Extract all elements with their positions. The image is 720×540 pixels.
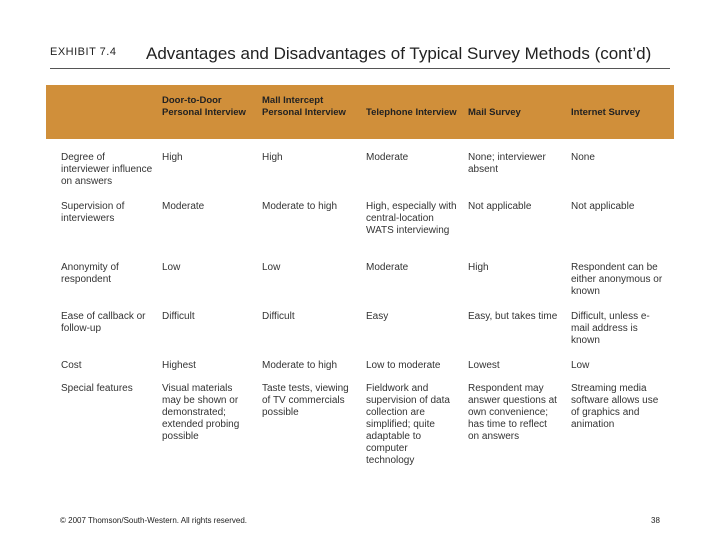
column-header-internet: Internet Survey — [571, 107, 641, 118]
row-label: Ease of callback or follow-up — [61, 311, 146, 334]
table-cell: High — [468, 262, 489, 273]
column-header-mail: Mail Survey — [468, 107, 521, 118]
table-cell: Respondent can be either anonymous or kn… — [571, 262, 663, 297]
table-cell: Respondent may answer questions at own c… — [468, 383, 557, 442]
table-cell: Easy, but takes time — [468, 311, 558, 322]
row-label: Supervision of interviewers — [61, 201, 125, 224]
row-label: Degree of interviewer influence on answe… — [61, 152, 153, 187]
table-cell: Moderate — [366, 262, 409, 273]
column-header-mall-intercept: Mall Intercept Personal Interview — [262, 95, 346, 118]
table-cell: Easy — [366, 311, 389, 322]
row-label: Anonymity of respondent — [61, 262, 119, 285]
row-label: Cost — [61, 360, 82, 371]
table-cell: Lowest — [468, 360, 500, 371]
table-cell: High — [162, 152, 183, 163]
table-cell: Moderate — [366, 152, 409, 163]
table-cell: Highest — [162, 360, 196, 371]
survey-methods-table: Door-to-Door Personal Interview Mall Int… — [46, 85, 674, 466]
row-label: Special features — [61, 383, 133, 394]
table-cell: Low — [162, 262, 181, 273]
table-cell: Moderate — [162, 201, 205, 212]
table-header: Door-to-Door Personal Interview Mall Int… — [46, 85, 674, 139]
table-cell: Streaming media software allows use of g… — [571, 383, 659, 430]
table-cell: Not applicable — [571, 201, 635, 212]
table-cell: Fieldwork and supervision of data collec… — [366, 383, 450, 466]
table-cell: Difficult — [162, 311, 195, 322]
table-cell: Low to moderate — [366, 360, 441, 371]
exhibit-label: EXHIBIT 7.4 — [50, 46, 117, 58]
table-cell: Difficult, unless e-mail address is know… — [571, 311, 650, 346]
table-cell: None — [571, 152, 595, 163]
copyright-footer: © 2007 Thomson/South-Western. All rights… — [60, 516, 248, 525]
title-divider — [50, 68, 670, 69]
table-cell: High, especially with central-location W… — [366, 201, 457, 236]
table-cell: Moderate to high — [262, 201, 338, 212]
table-cell: Low — [571, 360, 590, 371]
table-cell: Taste tests, viewing of TV commercials p… — [262, 383, 349, 418]
table-cell: Not applicable — [468, 201, 532, 212]
table-cell: Low — [262, 262, 281, 273]
page-title: Advantages and Disadvantages of Typical … — [146, 44, 652, 63]
table-cell: Moderate to high — [262, 360, 338, 371]
page-number: 38 — [651, 516, 660, 525]
table-cell: Visual materials may be shown or demonst… — [162, 383, 240, 442]
table-cell: High — [262, 152, 283, 163]
column-header-door-to-door: Door-to-Door Personal Interview — [162, 95, 246, 118]
column-header-telephone: Telephone Interview — [366, 107, 457, 118]
table-cell: None; interviewer absent — [468, 152, 546, 175]
table-cell: Difficult — [262, 311, 295, 322]
